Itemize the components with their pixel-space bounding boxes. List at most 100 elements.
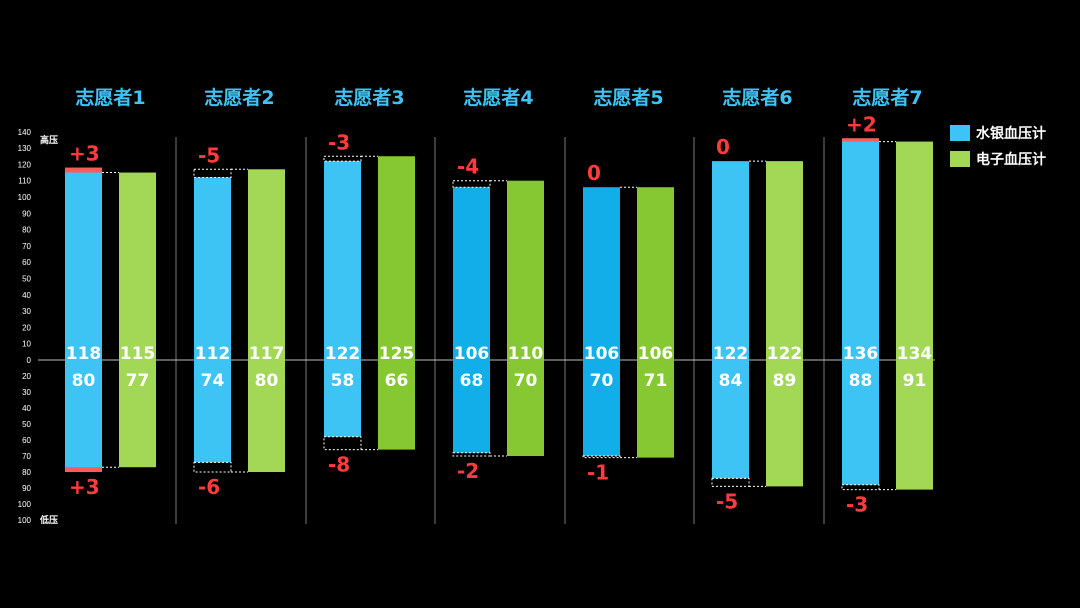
systolic-diff-label: +2 (846, 112, 877, 136)
systolic-diff-label: -3 (328, 130, 350, 154)
value-label-electronic-diastolic: 91 (903, 371, 927, 391)
systolic-diff-mark (842, 138, 879, 142)
y-tick-upper: 50 (22, 275, 31, 284)
value-label-electronic-systolic: 134 (897, 344, 933, 364)
bar-electronic-diastolic (248, 360, 285, 472)
value-label-mercury-systolic: 118 (66, 344, 102, 364)
bar-electronic-diastolic (378, 360, 415, 450)
bar-mercury-systolic (583, 187, 620, 360)
legend-item-mercury: 水银血压计 (950, 122, 1046, 144)
value-label-electronic-diastolic: 80 (255, 371, 279, 391)
legend-item-electronic: 电子血压计 (950, 148, 1046, 170)
value-label-mercury-systolic: 136 (843, 344, 879, 364)
diastolic-diff-label: -6 (198, 475, 220, 499)
value-label-mercury-diastolic: 84 (719, 371, 743, 391)
y-tick-lower: 30 (22, 388, 31, 397)
y-tick-lower: 50 (22, 420, 31, 429)
value-label-electronic-systolic: 110 (508, 344, 544, 364)
legend-swatch-electronic (950, 151, 970, 167)
volunteer-title: 志愿者6 (722, 86, 792, 109)
value-label-mercury-systolic: 106 (584, 344, 620, 364)
bp-comparison-chart: 1401301201101009080706050403020100203040… (18, 86, 935, 526)
diastolic-diff-mark (582, 455, 621, 459)
y-tick-lower: 70 (22, 452, 31, 461)
diastolic-diff-label: -1 (587, 461, 609, 485)
volunteer-title: 志愿者4 (463, 86, 533, 109)
systolic-diff-mark (65, 167, 102, 173)
value-label-electronic-diastolic: 89 (773, 371, 797, 391)
diastolic-diff-label: -3 (846, 493, 868, 517)
volunteer-title: 志愿者1 (75, 86, 145, 109)
systolic-diff-mark (452, 180, 491, 188)
systolic-diff-label: -5 (198, 143, 220, 167)
y-tick-lower: 80 (22, 468, 31, 477)
diastolic-diff-mark (323, 436, 362, 451)
value-label-electronic-diastolic: 71 (644, 371, 668, 391)
y-tick-upper: 140 (18, 128, 32, 137)
bar-electronic-systolic (507, 180, 544, 360)
value-label-electronic-diastolic: 66 (385, 371, 409, 391)
diastolic-diff-mark (193, 461, 232, 473)
volunteer-title: 志愿者2 (204, 86, 274, 109)
value-label-mercury-diastolic: 88 (849, 371, 873, 391)
value-label-electronic-systolic: 106 (638, 344, 674, 364)
bar-mercury-diastolic (194, 360, 231, 463)
legend: 水银血压计 电子血压计 (950, 122, 1046, 174)
systolic-diff-mark (323, 155, 362, 162)
y-tick-lower: 20 (22, 372, 31, 381)
bar-electronic-diastolic (119, 360, 156, 468)
bar-mercury-systolic (453, 187, 490, 360)
volunteer-title: 志愿者7 (852, 86, 922, 109)
systolic-diff-label: -4 (457, 155, 479, 179)
bar-electronic-systolic (119, 172, 156, 360)
y-tick-upper: 130 (18, 144, 32, 153)
bar-mercury-systolic (712, 161, 749, 360)
systolic-diff-label: 0 (716, 135, 730, 159)
y-tick-upper: 100 (18, 193, 32, 202)
diastolic-diff-label: -8 (328, 453, 350, 477)
value-label-mercury-diastolic: 58 (331, 371, 355, 391)
systolic-diff-mark (193, 168, 232, 178)
legend-swatch-mercury (950, 125, 970, 141)
bar-mercury-diastolic (842, 360, 879, 485)
legend-label-electronic: 电子血压计 (976, 152, 1046, 168)
diastolic-diff-label: -2 (457, 459, 479, 483)
y-tick-upper: 60 (22, 258, 31, 267)
systolic-diff-label: 0 (587, 161, 601, 185)
bar-mercury-diastolic (712, 360, 749, 479)
lower-axis-label: 低压 (39, 514, 58, 526)
value-label-electronic-systolic: 125 (379, 344, 415, 364)
bar-electronic-diastolic (637, 360, 674, 458)
volunteer-title: 志愿者5 (593, 86, 663, 109)
y-tick-upper: 110 (18, 177, 31, 186)
y-tick-lower: 40 (22, 404, 31, 413)
value-label-electronic-diastolic: 77 (126, 371, 150, 391)
bar-electronic-systolic (637, 187, 674, 360)
y-tick-upper: 120 (18, 160, 32, 169)
bar-electronic-diastolic (507, 360, 544, 456)
value-label-mercury-diastolic: 68 (460, 371, 484, 391)
bar-mercury-systolic (842, 138, 879, 360)
y-tick-upper: 30 (22, 307, 31, 316)
value-label-mercury-diastolic: 80 (72, 371, 96, 391)
value-label-mercury-systolic: 106 (454, 344, 490, 364)
bar-mercury-diastolic (324, 360, 361, 437)
diastolic-diff-mark (841, 484, 880, 491)
value-label-mercury-diastolic: 74 (201, 371, 225, 391)
bar-electronic-systolic (248, 169, 285, 360)
bar-mercury-diastolic (583, 360, 620, 456)
value-label-electronic-systolic: 122 (767, 344, 803, 364)
bar-electronic-systolic (766, 161, 803, 360)
y-tick-lower: 90 (22, 484, 31, 493)
volunteer-title: 志愿者3 (334, 86, 404, 109)
value-label-mercury-systolic: 112 (195, 344, 231, 364)
diastolic-diff-mark (452, 452, 491, 457)
y-tick-upper: 40 (22, 291, 31, 300)
value-label-mercury-diastolic: 70 (590, 371, 614, 391)
y-tick-lower: 100 (18, 516, 32, 525)
legend-label-mercury: 水银血压计 (976, 126, 1046, 142)
bar-mercury-systolic (65, 167, 102, 360)
y-tick-upper: 70 (22, 242, 31, 251)
y-tick-lower: 60 (22, 436, 31, 445)
diastolic-diff-mark (65, 467, 102, 472)
